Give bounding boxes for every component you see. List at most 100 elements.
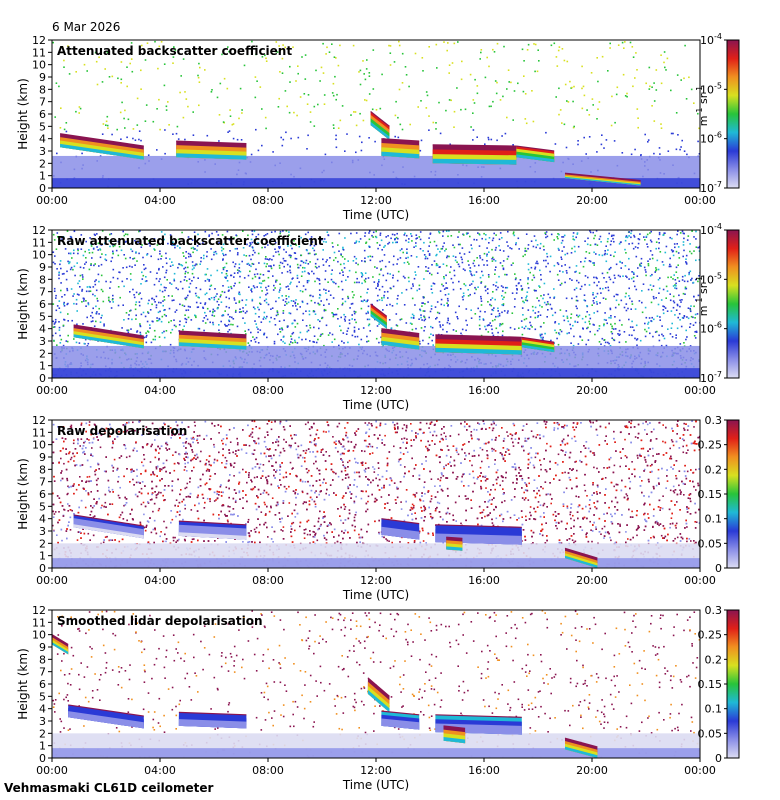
cloud-layer: [178, 342, 247, 350]
y-tick-label: 4: [39, 513, 46, 526]
x-axis-label: Time (UTC): [342, 208, 409, 222]
y-axis-label: Height (km): [16, 458, 30, 529]
x-tick-label: 08:00: [252, 384, 284, 397]
colorbar-tick-label: 0.3: [705, 414, 723, 427]
heatmap-field: [52, 40, 700, 188]
y-tick-label: 8: [39, 83, 46, 96]
cloud-layer: [381, 340, 420, 350]
x-tick-label: 16:00: [468, 194, 500, 207]
y-tick-label: 11: [32, 616, 46, 629]
y-tick-label: 8: [39, 653, 46, 666]
x-tick-label: 00:00: [36, 384, 68, 397]
x-axis-label: Time (UTC): [342, 398, 409, 412]
y-tick-label: 10: [32, 439, 46, 452]
y-tick-label: 7: [39, 96, 46, 109]
y-tick-label: 2: [39, 727, 46, 740]
colorbar-tick-label: 0.1: [705, 703, 723, 716]
x-tick-label: 12:00: [360, 384, 392, 397]
x-tick-label: 08:00: [252, 574, 284, 587]
y-tick-label: 3: [39, 715, 46, 728]
y-tick-label: 12: [32, 224, 46, 237]
y-tick-label: 9: [39, 451, 46, 464]
cloud-layer: [370, 313, 387, 329]
x-tick-label: 00:00: [684, 384, 716, 397]
x-tick-label: 12:00: [360, 574, 392, 587]
x-tick-label: 20:00: [576, 194, 608, 207]
panel-2: Raw attenuated backscatter coefficient01…: [16, 222, 740, 412]
colorbar-tick-label: 0.25: [698, 629, 723, 642]
y-tick-label: 9: [39, 71, 46, 84]
cloud-layer: [370, 121, 390, 140]
x-axis-label: Time (UTC): [342, 588, 409, 602]
y-axis-label: Height (km): [16, 648, 30, 719]
y-tick-label: 7: [39, 476, 46, 489]
colorbar: 10-7 10-6 10-5 10-4 m-1 sr-1: [695, 222, 740, 385]
y-tick-label: 4: [39, 703, 46, 716]
cloud-layer: [367, 689, 390, 713]
y-tick-label: 10: [32, 59, 46, 72]
date-label: 6 Mar 2026: [52, 20, 121, 34]
y-tick-label: 5: [39, 500, 46, 513]
y-tick-label: 12: [32, 34, 46, 47]
cloud-layer: [73, 524, 144, 539]
y-tick-label: 3: [39, 335, 46, 348]
cloud-layer: [381, 722, 420, 730]
y-tick-label: 1: [39, 360, 46, 373]
y-tick-label: 0: [39, 562, 46, 575]
instrument-label: Vehmasmaki CL61D ceilometer: [4, 781, 214, 795]
y-tick-label: 1: [39, 550, 46, 563]
cloud-layer: [60, 143, 144, 160]
x-tick-label: 08:00: [252, 764, 284, 777]
colorbar-tick-label: 10-6: [700, 321, 722, 336]
y-tick-label: 6: [39, 678, 46, 691]
y-tick-label: 7: [39, 666, 46, 679]
y-tick-label: 4: [39, 323, 46, 336]
cloud-layer: [516, 154, 555, 163]
y-tick-label: 9: [39, 261, 46, 274]
y-tick-label: 11: [32, 236, 46, 249]
colorbar-tick-label: 0.15: [698, 488, 723, 501]
panel-title: Raw attenuated backscatter coefficient: [57, 234, 324, 248]
cloud-layer: [521, 344, 555, 353]
colorbar-tick-label: 10-4: [700, 222, 722, 237]
colorbar-units: m-1 sr-1: [695, 86, 710, 126]
x-tick-label: 12:00: [360, 764, 392, 777]
colorbar-tick-label: 0.05: [698, 727, 723, 740]
cloud-layer: [381, 151, 420, 159]
y-tick-label: 3: [39, 145, 46, 158]
y-tick-label: 11: [32, 426, 46, 439]
colorbar-tick-label: 0: [715, 752, 722, 765]
x-tick-label: 16:00: [468, 574, 500, 587]
y-tick-label: 1: [39, 170, 46, 183]
colorbar-tick-label: 0.15: [698, 678, 723, 691]
y-tick-label: 0: [39, 182, 46, 195]
x-tick-label: 00:00: [36, 194, 68, 207]
colorbar-tick-label: 0.2: [705, 463, 723, 476]
x-tick-label: 08:00: [252, 194, 284, 207]
x-tick-label: 04:00: [144, 764, 176, 777]
cloud-layer: [381, 530, 420, 540]
y-tick-label: 0: [39, 372, 46, 385]
y-tick-label: 11: [32, 46, 46, 59]
cloud-layer: [432, 158, 517, 165]
x-tick-label: 04:00: [144, 574, 176, 587]
y-tick-label: 9: [39, 641, 46, 654]
y-tick-label: 2: [39, 157, 46, 170]
y-tick-label: 1: [39, 740, 46, 753]
cloud-layer: [565, 555, 598, 568]
y-tick-label: 10: [32, 629, 46, 642]
y-tick-label: 5: [39, 690, 46, 703]
cloud-layer: [178, 532, 247, 540]
panel-4: Smoothed lidar depolarisation01234567891…: [16, 604, 740, 792]
colorbar-tick-label: 0.05: [698, 537, 723, 550]
colorbar-tick-label: 0.2: [705, 653, 723, 666]
colorbar: 0 0.05 0.1 0.15 0.2 0.25 0.3: [698, 414, 740, 575]
x-tick-label: 00:00: [684, 194, 716, 207]
heatmap-field: [52, 420, 700, 568]
y-tick-label: 10: [32, 249, 46, 262]
cloud-layer: [68, 714, 144, 729]
cloud-layer: [443, 737, 466, 744]
cloud-layer: [446, 546, 463, 551]
x-tick-label: 00:00: [684, 764, 716, 777]
